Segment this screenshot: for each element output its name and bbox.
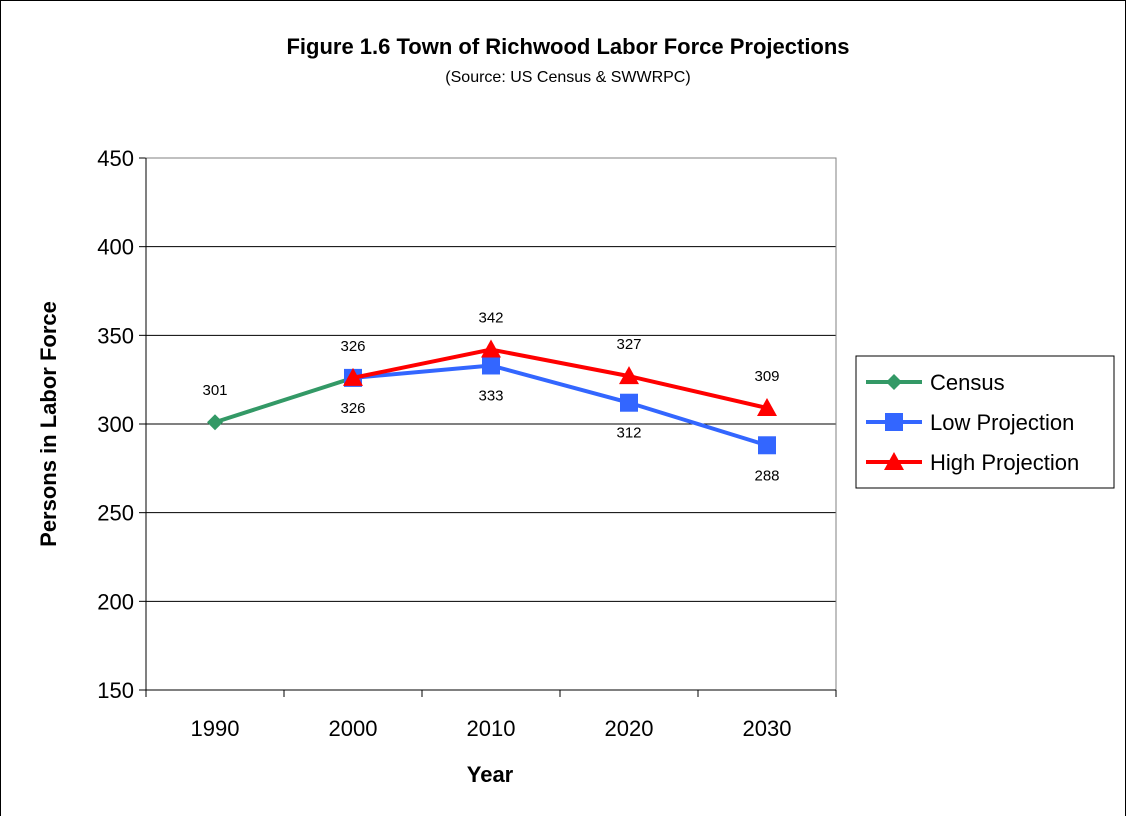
x-tick-labels: 1990 2000 2010 2020 2030 <box>191 716 792 741</box>
series-group <box>207 339 777 455</box>
marker-high-projection-2020 <box>619 366 639 385</box>
data-label-high-projection-2000: 326 <box>340 338 365 355</box>
x-tick-label-2010: 2010 <box>467 716 516 741</box>
legend-label-high-projection: High Projection <box>930 450 1079 475</box>
data-label-high-projection-2020: 327 <box>616 336 641 353</box>
marker-low-projection-2020 <box>620 393 638 412</box>
chart-title: Figure 1.6 Town of Richwood Labor Force … <box>286 34 849 59</box>
x-tick-label-2000: 2000 <box>329 716 378 741</box>
legend-marker-high-projection <box>884 452 904 470</box>
series-line-low-projection <box>352 363 768 448</box>
y-tick-labels: 150 200 250 300 350 400 450 <box>97 146 134 703</box>
legend-label-low-projection: Low Projection <box>930 410 1074 435</box>
series-line-high-projection <box>352 347 768 410</box>
legend: Census Low Projection High Projection <box>855 355 1115 489</box>
series-line-census <box>214 375 354 425</box>
marker-low-projection-2030 <box>758 436 776 455</box>
y-tick-label-300: 300 <box>97 412 134 437</box>
marker-low-projection-2010 <box>482 356 500 375</box>
y-tick-label-400: 400 <box>97 235 134 260</box>
data-label-low-projection-2030: 288 <box>754 467 779 484</box>
y-tick-label-350: 350 <box>97 323 134 348</box>
marker-high-projection-2030 <box>757 398 777 417</box>
gridlines <box>146 157 836 602</box>
data-label-low-projection-2020: 312 <box>616 425 641 442</box>
y-tick-label-450: 450 <box>97 146 134 171</box>
data-label-low-projection-2000: 326 <box>340 400 365 417</box>
marker-high-projection-2000 <box>343 367 363 386</box>
chart-subtitle: (Source: US Census & SWWRPC) <box>445 69 690 86</box>
data-label-high-projection-2030: 309 <box>754 368 779 385</box>
legend-marker-census <box>886 374 902 390</box>
x-tick-label-2030: 2030 <box>743 716 792 741</box>
y-tick-label-150: 150 <box>97 678 134 703</box>
data-label-low-projection-2010: 333 <box>478 387 503 404</box>
marker-census-1990 <box>207 414 223 431</box>
y-axis-label: Persons in Labor Force <box>36 301 61 547</box>
y-tick-label-250: 250 <box>97 501 134 526</box>
legend-marker-low-projection <box>885 413 903 431</box>
axes <box>139 157 837 697</box>
y-tick-label-200: 200 <box>97 589 134 614</box>
marker-high-projection-2010 <box>481 339 501 358</box>
data-label-high-projection-2010: 342 <box>478 310 503 327</box>
x-tick-label-1990: 1990 <box>191 716 240 741</box>
legend-label-census: Census <box>930 370 1005 395</box>
x-axis-label: Year <box>467 762 514 787</box>
data-label-census-1990: 301 <box>202 382 227 399</box>
data-labels: 301 326 333 312 288 326 342 327 309 <box>202 310 779 485</box>
x-tick-label-2020: 2020 <box>605 716 654 741</box>
